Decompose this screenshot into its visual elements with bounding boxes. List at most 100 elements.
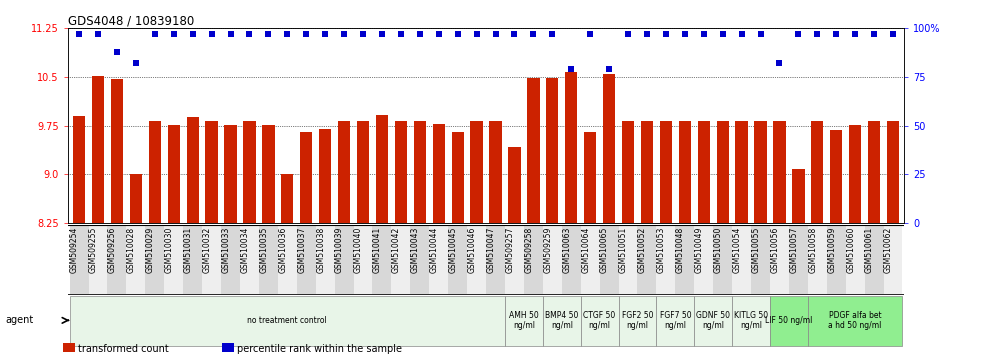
Text: GSM510057: GSM510057 xyxy=(790,227,799,273)
Text: GSM509255: GSM509255 xyxy=(89,227,98,273)
Text: GSM510063: GSM510063 xyxy=(562,227,572,273)
Bar xyxy=(694,297,732,346)
Point xyxy=(392,31,408,37)
Text: GSM510036: GSM510036 xyxy=(278,227,287,273)
Point xyxy=(71,31,87,37)
Bar xyxy=(73,116,86,223)
Point xyxy=(602,67,618,72)
Point xyxy=(583,31,599,37)
Bar xyxy=(300,131,313,223)
Bar xyxy=(565,72,578,223)
Bar xyxy=(70,225,89,294)
Bar xyxy=(656,297,694,346)
Bar xyxy=(432,124,445,223)
Bar xyxy=(527,78,540,223)
Text: GSM510033: GSM510033 xyxy=(221,227,230,273)
Point xyxy=(810,31,826,37)
Bar xyxy=(808,297,902,346)
Point xyxy=(336,31,352,37)
Bar xyxy=(773,121,786,223)
Bar xyxy=(735,121,748,223)
Bar xyxy=(694,225,713,294)
Text: GSM510039: GSM510039 xyxy=(335,227,344,273)
Text: GSM510049: GSM510049 xyxy=(695,227,704,273)
Point xyxy=(90,31,106,37)
Bar xyxy=(640,121,653,223)
Bar xyxy=(89,225,108,294)
Bar xyxy=(126,225,145,294)
Point xyxy=(317,31,333,37)
Text: percentile rank within the sample: percentile rank within the sample xyxy=(237,344,402,354)
Bar xyxy=(697,121,710,223)
Text: GSM510047: GSM510047 xyxy=(486,227,496,273)
Point xyxy=(526,31,542,37)
Text: transformed count: transformed count xyxy=(78,344,168,354)
Bar xyxy=(297,225,316,294)
Bar xyxy=(543,225,562,294)
Text: GSM509254: GSM509254 xyxy=(70,227,79,273)
Point xyxy=(639,31,655,37)
Point xyxy=(848,31,864,37)
Point xyxy=(374,31,389,37)
Text: GSM510034: GSM510034 xyxy=(240,227,249,273)
Bar xyxy=(886,121,899,223)
Text: GSM510065: GSM510065 xyxy=(600,227,610,273)
Point xyxy=(885,31,901,37)
Text: GSM510040: GSM510040 xyxy=(354,227,363,273)
Point xyxy=(411,31,427,37)
Bar xyxy=(357,121,370,223)
Point xyxy=(829,31,845,37)
Point xyxy=(772,61,788,66)
Text: FGF2 50
ng/ml: FGF2 50 ng/ml xyxy=(622,311,653,330)
Text: GSM509257: GSM509257 xyxy=(505,227,515,273)
Bar xyxy=(467,225,486,294)
Text: GSM510043: GSM510043 xyxy=(410,227,419,273)
Text: GSM510055: GSM510055 xyxy=(752,227,761,273)
Text: FGF7 50
ng/ml: FGF7 50 ng/ml xyxy=(659,311,691,330)
Point xyxy=(621,31,636,37)
Bar xyxy=(92,76,105,223)
Text: BMP4 50
ng/ml: BMP4 50 ng/ml xyxy=(545,311,579,330)
Point xyxy=(715,31,731,37)
Text: GSM509258: GSM509258 xyxy=(524,227,534,273)
Bar xyxy=(619,225,637,294)
Text: GSM510041: GSM510041 xyxy=(373,227,381,273)
Text: GSM510058: GSM510058 xyxy=(809,227,818,273)
Bar xyxy=(868,121,880,223)
Point xyxy=(260,31,276,37)
Text: GSM510060: GSM510060 xyxy=(847,227,856,273)
Bar xyxy=(581,225,600,294)
Text: GSM509259: GSM509259 xyxy=(543,227,553,273)
Bar xyxy=(675,225,694,294)
Bar xyxy=(883,225,902,294)
Text: GSM510046: GSM510046 xyxy=(467,227,476,273)
Text: GSM510028: GSM510028 xyxy=(126,227,135,273)
Point xyxy=(488,31,504,37)
Point xyxy=(355,31,371,37)
Point xyxy=(165,31,181,37)
Point xyxy=(449,31,465,37)
Bar xyxy=(716,121,729,223)
Bar xyxy=(470,121,483,223)
Bar xyxy=(603,74,616,223)
Point xyxy=(753,31,769,37)
Bar xyxy=(808,225,827,294)
Text: GSM510061: GSM510061 xyxy=(866,227,874,273)
Bar xyxy=(846,225,865,294)
Text: GSM510030: GSM510030 xyxy=(164,227,173,273)
Point xyxy=(677,31,693,37)
Bar xyxy=(281,174,294,223)
Text: GSM510052: GSM510052 xyxy=(638,227,647,273)
Point xyxy=(430,31,446,37)
Bar xyxy=(849,125,862,223)
Bar xyxy=(637,225,656,294)
Bar xyxy=(505,297,543,346)
Text: GSM510035: GSM510035 xyxy=(259,227,268,273)
Point xyxy=(791,31,807,37)
Point xyxy=(203,31,219,37)
Bar xyxy=(754,121,767,223)
Point xyxy=(279,31,295,37)
Bar xyxy=(221,225,240,294)
Bar xyxy=(505,225,524,294)
Bar xyxy=(770,225,789,294)
